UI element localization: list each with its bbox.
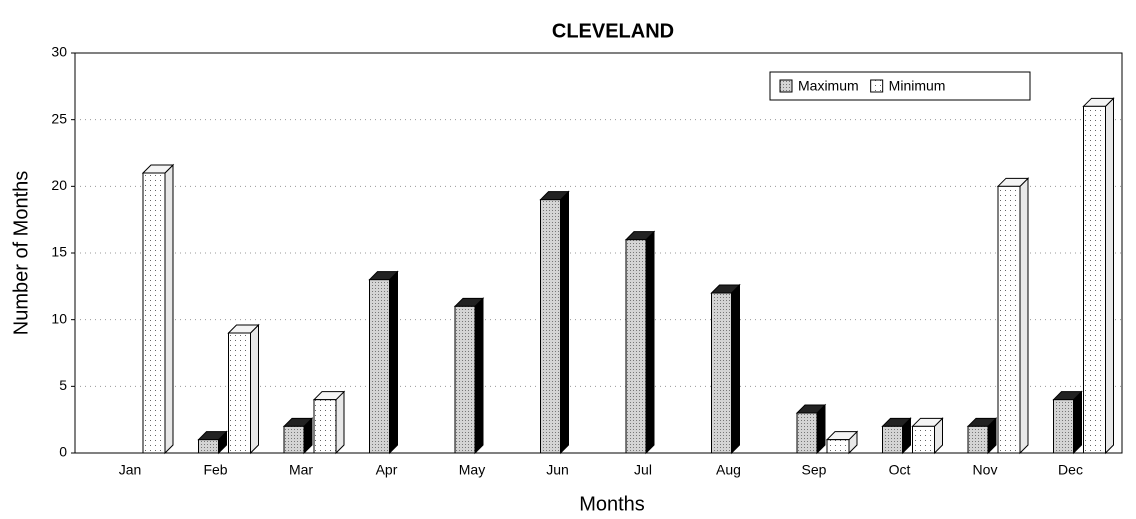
bar-side <box>731 283 740 455</box>
bar <box>142 172 166 454</box>
y-axis-label: Number of Months <box>10 171 32 336</box>
legend-box <box>769 71 1031 101</box>
bar-side <box>389 270 398 455</box>
bar <box>967 425 989 454</box>
bar <box>454 305 476 454</box>
x-tick-label: Nov <box>973 462 998 478</box>
bar <box>912 425 935 454</box>
x-tick-label: Apr <box>376 462 398 478</box>
y-tick-label: 10 <box>51 310 67 326</box>
y-tick-label: 30 <box>51 44 67 60</box>
bar <box>625 239 647 454</box>
x-tick-label: Dec <box>1058 462 1083 478</box>
x-tick-label: Jan <box>119 462 142 478</box>
bar <box>1053 399 1074 454</box>
bar-side <box>1105 97 1114 455</box>
bar-side <box>1073 390 1082 455</box>
bar <box>198 439 219 454</box>
x-tick-label: Jun <box>546 462 569 478</box>
bar-side <box>250 323 259 455</box>
bar-side <box>335 390 345 455</box>
legend-label: Minimum <box>889 78 946 94</box>
bar <box>540 199 561 454</box>
bar-side <box>474 297 484 455</box>
bar <box>1083 105 1106 454</box>
x-tick-label: Aug <box>716 462 741 478</box>
x-tick-label: Oct <box>889 462 911 478</box>
bar <box>228 332 251 454</box>
x-axis-label: Months <box>579 493 645 515</box>
x-tick-label: May <box>459 462 485 478</box>
x-tick-label: Jul <box>634 462 652 478</box>
bar <box>369 279 390 454</box>
x-tick-label: Feb <box>203 462 227 478</box>
bar <box>997 185 1021 454</box>
bar-side <box>560 190 569 455</box>
bar <box>283 425 305 454</box>
bar <box>796 412 818 454</box>
x-tick-label: Mar <box>289 462 313 478</box>
bar <box>313 399 337 454</box>
legend-swatch <box>779 79 793 93</box>
bar-side <box>645 230 655 455</box>
y-tick-label: 20 <box>51 177 67 193</box>
bar <box>826 439 850 454</box>
legend-swatch <box>870 79 884 93</box>
y-tick-label: 5 <box>59 377 67 393</box>
chart-title: CLEVELAND <box>552 20 674 42</box>
bar-side <box>1019 177 1029 455</box>
y-tick-label: 15 <box>51 244 67 260</box>
x-tick-label: Sep <box>802 462 827 478</box>
bar-side <box>164 163 174 455</box>
y-tick-label: 0 <box>59 444 67 460</box>
y-tick-label: 25 <box>51 110 67 126</box>
bar <box>711 292 732 454</box>
bar <box>882 425 903 454</box>
legend-label: Maximum <box>798 78 859 94</box>
